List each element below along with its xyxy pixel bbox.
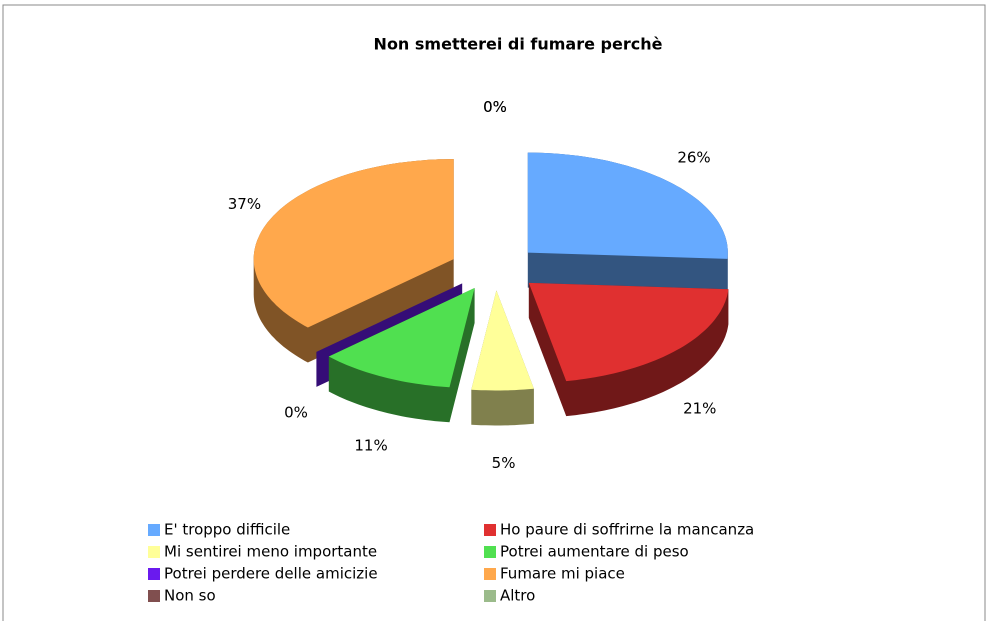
legend-swatch bbox=[484, 590, 496, 602]
data-label: 0% bbox=[284, 403, 308, 421]
legend-swatch bbox=[148, 568, 160, 580]
legend-swatch bbox=[484, 524, 496, 536]
slice bbox=[316, 283, 463, 352]
legend-swatch bbox=[148, 524, 160, 536]
slice bbox=[471, 290, 534, 391]
slice bbox=[527, 152, 728, 259]
legend-swatch bbox=[484, 546, 496, 558]
chart-title: Non smetterei di fumare perchè bbox=[374, 35, 663, 54]
legend-swatch bbox=[148, 546, 160, 558]
legend-label: Potrei perdere delle amicizie bbox=[164, 565, 378, 583]
data-label: 21% bbox=[683, 400, 716, 418]
legend-label: Fumare mi piace bbox=[500, 565, 625, 583]
legend-label: Non so bbox=[164, 587, 216, 605]
data-label: 37% bbox=[228, 195, 261, 213]
chart-frame bbox=[2, 4, 986, 621]
slice bbox=[328, 288, 475, 388]
legend-swatch bbox=[148, 590, 160, 602]
data-label: 5% bbox=[492, 454, 516, 472]
legend-swatch bbox=[484, 568, 496, 580]
slice bbox=[253, 159, 454, 328]
legend-label: E' troppo difficile bbox=[164, 521, 290, 539]
legend-label: Altro bbox=[500, 587, 535, 605]
data-label: 0% bbox=[483, 98, 507, 116]
data-label: 26% bbox=[677, 149, 710, 167]
data-label: 11% bbox=[354, 437, 387, 455]
slice bbox=[528, 282, 729, 382]
legend-label: Ho paure di soffrirne la mancanza bbox=[500, 521, 754, 539]
legend-label: Potrei aumentare di peso bbox=[500, 543, 689, 561]
data-label: 0% bbox=[483, 98, 507, 116]
legend-label: Mi sentirei meno importante bbox=[164, 543, 377, 561]
